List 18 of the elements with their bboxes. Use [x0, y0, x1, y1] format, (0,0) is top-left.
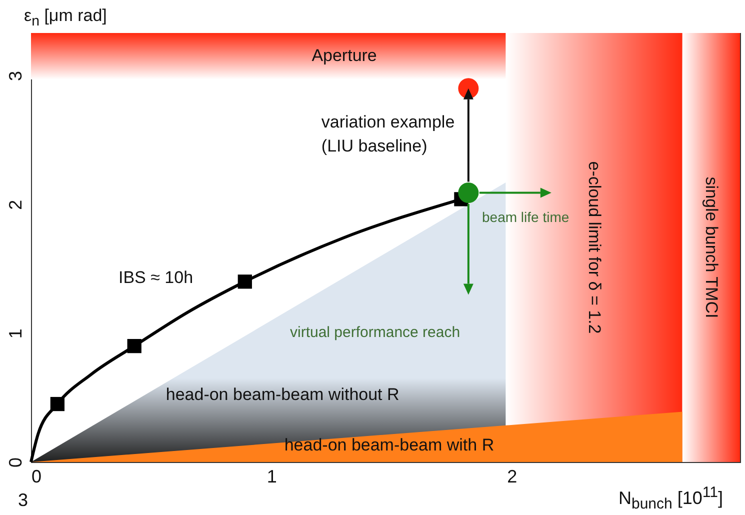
band-label: e-cloud limit for δ = 1.2 — [584, 161, 604, 334]
y-tick-label: 1 — [6, 328, 26, 339]
y-tick-label: 0 — [6, 457, 26, 468]
x-axis-title: N$_{bunch}$ [10$^{11}$] — [618, 484, 723, 513]
annotation: virtual performance reach — [290, 323, 460, 343]
y-tick-label: 2 — [6, 200, 26, 210]
series-label: IBS ≈ 10h — [118, 268, 194, 288]
band-label: single bunch TMCI — [702, 176, 722, 318]
series-label: head-on beam-beam with R — [284, 435, 494, 454]
x-tick-label: 2 — [507, 466, 518, 486]
band-label: Aperture — [312, 46, 377, 66]
y-tick-label: 3 — [6, 71, 26, 82]
x-tick-label: 1 — [266, 466, 277, 486]
annotation: variation example (LIU baseline) — [321, 112, 455, 156]
y-axis-title: ε$_{n}$ [μm rad] — [24, 6, 107, 30]
series-label: head-on beam-beam without R — [166, 384, 400, 404]
x-tick-label: 0 — [32, 466, 42, 486]
annotation: beam life time — [482, 208, 570, 227]
